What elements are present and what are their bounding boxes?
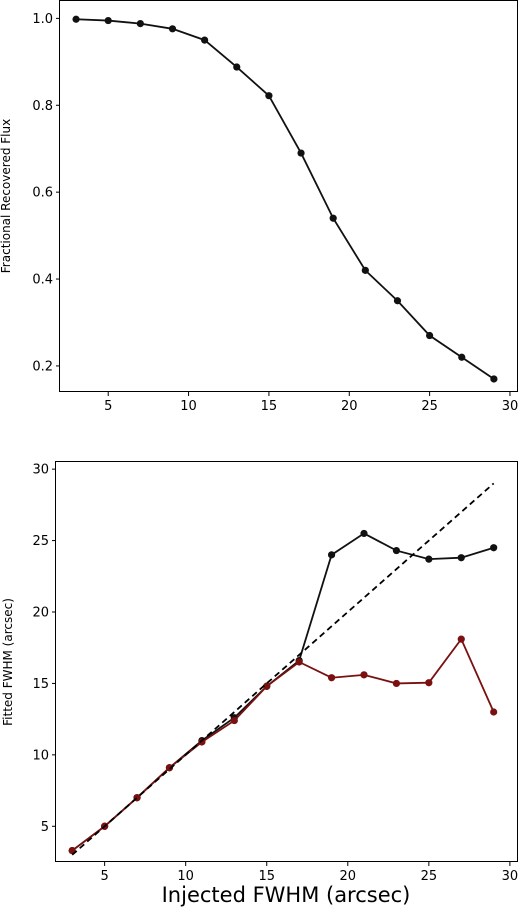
fwhm-series-0-point (490, 544, 498, 552)
flux-ticks: 5 10 15 20 25 30 0.2 0.4 0.6 0.8 1.0 (32, 12, 518, 414)
fwhm-x-tick-label: 30 (502, 869, 519, 884)
flux-series-0-point (361, 266, 369, 274)
fwhm-series-0-point (360, 529, 368, 538)
fwhm-series-1-point (392, 679, 401, 688)
flux-series-0-point (329, 214, 337, 222)
fwhm-ticks: 5 10 15 20 25 30 5 10 15 20 25 30 (32, 463, 518, 884)
fwhm-series-1-point (457, 635, 465, 643)
fwhm-x-tick-label: 25 (421, 869, 438, 884)
fwhm-x-tick-label: 15 (258, 869, 275, 884)
fwhm-y-tick-label: 25 (32, 534, 49, 549)
flux-y-axis-label: Fractional Recovered Flux (0, 119, 13, 273)
fwhm-series-1-point (165, 764, 174, 772)
fwhm-panel: Fitted FWHM (arcsec) Injected FWHM (arcs… (1, 461, 518, 907)
fwhm-series-1-line (71, 637, 495, 852)
flux-y-tick-label: 0.2 (32, 359, 53, 374)
flux-series-0-point (233, 63, 241, 71)
fwhm-series (68, 482, 498, 856)
flux-x-tick-label: 10 (180, 399, 197, 414)
flux-series-0-line (76, 18, 495, 380)
fwhm-series-1-point (360, 671, 368, 679)
flux-x-tick-label: 20 (341, 399, 358, 414)
fwhm-series-1-point (230, 716, 238, 725)
flux-series-0-point (168, 25, 177, 33)
flux-x-tick-label: 30 (502, 399, 519, 414)
fwhm-x-axis-label: Injected FWHM (arcsec) (162, 883, 411, 907)
fwhm-series-1-point (425, 679, 433, 687)
flux-y-tick-label: 0.6 (32, 186, 53, 201)
fwhm-series-0-point (327, 551, 336, 559)
fwhm-plot-frame (55, 461, 518, 862)
flux-panel: Fractional Recovered Flux 5 10 15 20 25 30 0.2… (0, 0, 518, 414)
flux-series-0-point (136, 19, 144, 28)
flux-y-tick-label: 1.0 (32, 12, 53, 27)
flux-series-0-point (297, 149, 305, 157)
fwhm-y-tick-label: 10 (32, 748, 49, 763)
flux-series-0-point (104, 16, 112, 25)
fwhm-x-tick-label: 10 (177, 869, 194, 884)
flux-series-0-point (393, 297, 402, 305)
fwhm-y-tick-label: 20 (32, 606, 49, 621)
flux-series-0-point (265, 92, 273, 100)
flux-x-tick-label: 15 (261, 399, 278, 414)
flux-x-tick-label: 5 (104, 399, 112, 414)
fwhm-series-1-point (263, 682, 271, 690)
fwhm-y-axis-label: Fitted FWHM (arcsec) (1, 598, 15, 726)
fwhm-x-tick-label: 5 (100, 869, 108, 884)
fwhm-y-tick-label: 15 (32, 677, 49, 692)
flux-y-tick-label: 0.8 (32, 99, 53, 114)
fwhm-y-tick-label: 30 (32, 463, 49, 478)
flux-plot-frame (59, 0, 518, 392)
fwhm-x-tick-label: 20 (340, 869, 357, 884)
fwhm-y-tick-label: 5 (41, 820, 49, 835)
flux-series-0-point (72, 15, 80, 23)
fwhm-series-0-point (392, 546, 401, 555)
flux-series (72, 15, 498, 383)
fwhm-series-1-point (295, 658, 303, 666)
fwhm-series-0-point (425, 555, 433, 563)
fwhm-series-1-point (327, 674, 336, 682)
fwhm-series-2-line (71, 482, 495, 856)
fwhm-series-0-line (71, 532, 494, 852)
fwhm-series-0-point (457, 554, 465, 562)
flux-y-tick-label: 0.4 (32, 273, 53, 288)
fwhm-series-1-point (198, 738, 206, 746)
flux-x-tick-label: 25 (421, 399, 438, 414)
flux-series-0-point (426, 331, 434, 340)
flux-series-0-point (458, 353, 466, 361)
flux-series-0-point (490, 375, 498, 383)
flux-series-0-point (201, 36, 209, 44)
fwhm-series-1-point (490, 708, 498, 716)
